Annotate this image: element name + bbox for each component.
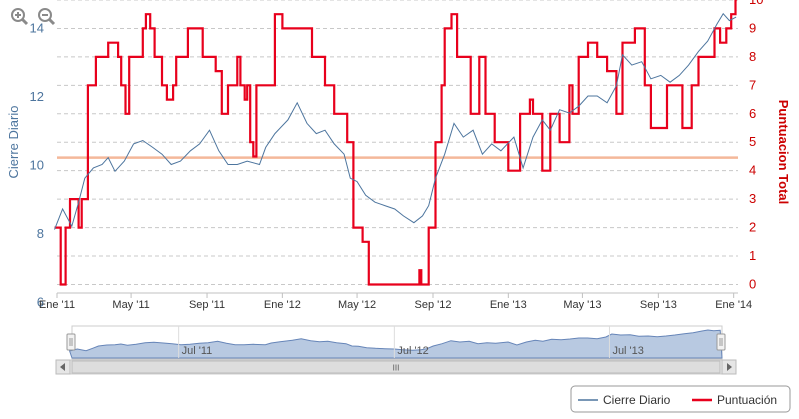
y-axis-right-title: Puntuacion Total xyxy=(776,100,791,204)
left-axis-ticks: 6 8 10 12 14 xyxy=(30,20,44,309)
navigator-label: Jul '13 xyxy=(612,345,643,357)
navigator-label: Jul '11 xyxy=(182,345,213,357)
x-tick-label: Ene '11 xyxy=(39,299,75,311)
y-right-tick-label: 7 xyxy=(749,77,756,92)
x-tick-label: Sep '12 xyxy=(415,299,452,311)
x-tick-label: May '12 xyxy=(338,299,376,311)
navigator[interactable]: Jul '11 Jul '12 Jul '13 xyxy=(66,325,726,360)
x-tick-label: May '11 xyxy=(112,299,149,311)
y-right-tick-label: 5 xyxy=(749,134,756,149)
scrollbar[interactable]: III xyxy=(55,359,737,375)
y-right-tick-label: 9 xyxy=(749,20,756,35)
y-right-tick-label: 6 xyxy=(749,106,756,121)
right-axis-ticks: 0 1 2 3 4 5 6 7 8 9 10 xyxy=(749,0,763,291)
y-left-tick-label: 8 xyxy=(37,226,44,241)
y-right-tick-label: 8 xyxy=(749,49,756,64)
y-axis-left-title: Cierre Diario xyxy=(6,106,21,179)
scroll-thumb[interactable]: III xyxy=(71,360,721,374)
legend-label-puntuacion: Puntuación xyxy=(717,393,777,407)
legend-item-cierre[interactable]: Cierre Diario xyxy=(578,393,671,407)
y-right-tick-label: 2 xyxy=(749,220,756,235)
navigator-labels: Jul '11 Jul '12 Jul '13 xyxy=(178,326,644,358)
navigator-area xyxy=(68,329,723,359)
scroll-left-button[interactable] xyxy=(55,359,71,375)
legend: Cierre Diario Puntuación xyxy=(570,385,791,413)
y-left-tick-label: 10 xyxy=(30,157,44,172)
x-tick-label: Sep '13 xyxy=(640,299,677,311)
arrow-left-icon xyxy=(60,363,65,371)
zoom-in-button[interactable] xyxy=(11,8,29,26)
y-left-tick-label: 12 xyxy=(30,89,44,104)
cierre-diario-line xyxy=(54,12,737,230)
navigator-label: Jul '12 xyxy=(397,345,428,357)
y-right-tick-label: 4 xyxy=(749,163,756,178)
y-left-tick-label: 14 xyxy=(30,20,44,35)
navigator-handle-left[interactable] xyxy=(66,333,76,351)
x-axis-ticks: Ene '11 May '11 Sep '11 Ene '12 May '12 Sep '… xyxy=(39,292,752,311)
x-tick-label: Ene '14 xyxy=(715,299,752,311)
zoom-in-icon xyxy=(11,8,25,22)
zoom-out-button[interactable] xyxy=(38,8,56,26)
arrow-right-icon xyxy=(727,363,732,371)
scroll-grip-icon: III xyxy=(393,364,400,373)
x-tick-label: Ene '12 xyxy=(264,299,301,311)
x-tick-label: Ene '13 xyxy=(490,299,527,311)
navigator-handle-right[interactable] xyxy=(716,333,726,351)
scroll-right-button[interactable] xyxy=(721,359,737,375)
puntuacion-line xyxy=(54,0,737,286)
y-right-tick-label: 0 xyxy=(749,276,756,291)
zoom-out-icon xyxy=(38,8,52,22)
legend-item-puntuacion[interactable]: Puntuación xyxy=(692,393,777,407)
y-right-tick-label: 3 xyxy=(749,191,756,206)
y-left-tick-label: 6 xyxy=(37,295,44,310)
x-tick-label: Sep '11 xyxy=(189,299,225,311)
grid-lines xyxy=(57,0,738,285)
y-right-tick-label: 1 xyxy=(749,248,756,263)
y-right-tick-label: 10 xyxy=(749,0,763,7)
x-tick-label: May '13 xyxy=(563,299,601,311)
legend-label-cierre: Cierre Diario xyxy=(603,393,671,407)
